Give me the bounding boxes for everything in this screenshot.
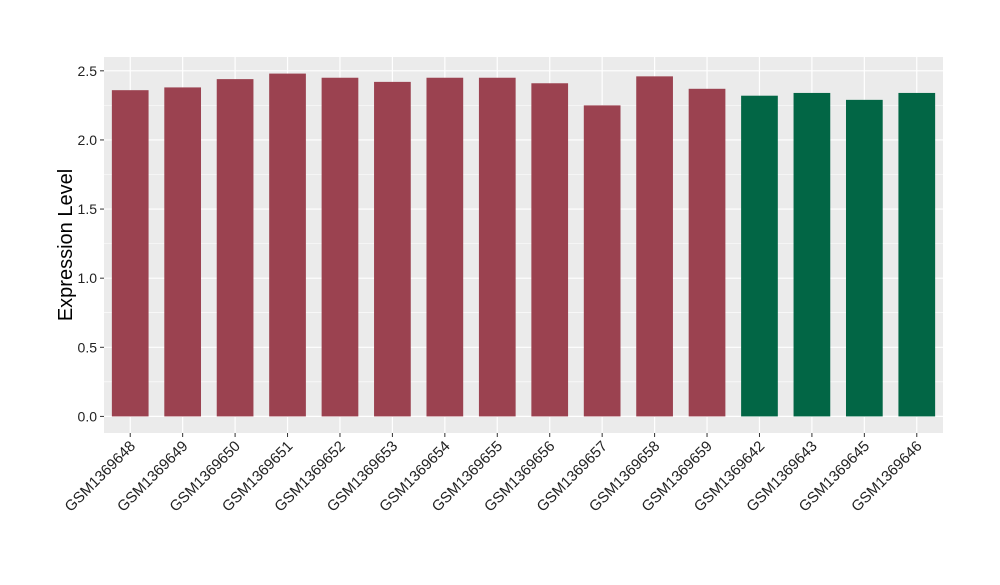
- bar-GSM1369655: [478, 77, 516, 417]
- x-axis: GSM1369648GSM1369649GSM1369650GSM1369651…: [62, 433, 926, 515]
- bar-GSM1369650: [216, 79, 254, 417]
- y-tick-label: 0.5: [78, 339, 98, 355]
- bar-GSM1369645: [845, 99, 883, 417]
- bar-GSM1369653: [374, 81, 411, 417]
- bar-GSM1369649: [164, 87, 202, 417]
- y-tick-label: 2.5: [78, 63, 98, 79]
- bar-GSM1369646: [898, 92, 936, 417]
- bar-GSM1369648: [111, 90, 149, 417]
- y-tick-label: 1.0: [78, 270, 98, 286]
- y-axis-label: Expression Level: [55, 169, 77, 321]
- bar-GSM1369643: [793, 92, 831, 417]
- bar-GSM1369659: [688, 88, 726, 417]
- bar-GSM1369652: [321, 77, 359, 417]
- bar-GSM1369656: [531, 83, 569, 417]
- bar-GSM1369658: [636, 76, 673, 417]
- y-tick-label: 0.0: [78, 408, 98, 424]
- bar-GSM1369642: [741, 95, 778, 417]
- bar-GSM1369651: [269, 73, 306, 417]
- y-axis: 0.0 0.5 1.0 1.5 2.0 2.5: [78, 63, 104, 424]
- y-tick-label: 2.0: [78, 132, 98, 148]
- bars: [111, 73, 936, 417]
- bar-GSM1369654: [426, 77, 464, 417]
- bar-GSM1369657: [583, 105, 621, 417]
- y-tick-label: 1.5: [78, 201, 98, 217]
